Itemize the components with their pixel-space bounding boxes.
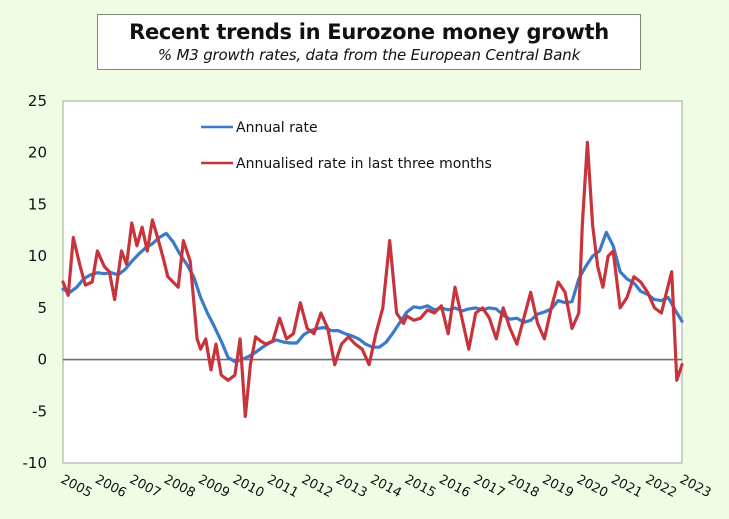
y-tick-label: -5 [32,402,47,420]
y-axis: 25 20 15 10 5 0 -5 -10 [23,92,48,472]
x-tick-label: 2006 [93,472,129,501]
x-tick-label: 2005 [58,472,94,501]
x-tick-label: 2012 [299,472,335,501]
series-group [61,140,684,419]
x-tick-label: 2014 [368,472,404,501]
y-tick-label: 15 [28,195,47,213]
x-tick-label: 2009 [196,472,232,501]
x-tick-label: 2018 [505,472,541,501]
y-tick-label: -10 [23,454,48,472]
x-tick-label: 2017 [471,472,507,501]
x-tick-label: 2010 [230,472,266,501]
y-tick-label: 0 [37,351,47,369]
series-line-annualised-3m-rate [61,140,684,419]
chart-subtitle: % M3 growth rates, data from the Europea… [157,46,581,64]
x-axis: 2005200620072008200920102011201220132014… [58,472,713,501]
legend-label: Annual rate [236,120,318,136]
y-tick-label: 25 [28,92,47,110]
x-tick-label: 2011 [264,472,300,501]
x-tick-label: 2016 [436,472,472,501]
legend-label: Annualised rate in last three months [236,156,492,172]
x-tick-label: 2022 [643,472,679,501]
x-tick-label: 2013 [333,472,369,501]
y-tick-label: 20 [28,144,47,162]
x-tick-label: 2020 [574,472,610,501]
y-tick-label: 5 [37,299,47,317]
x-tick-label: 2015 [402,472,438,501]
y-tick-label: 10 [28,247,47,265]
x-tick-label: 2019 [540,472,576,501]
x-tick-label: 2021 [608,472,644,501]
chart-title-box: Recent trends in Eurozone money growth %… [97,14,641,70]
x-tick-label: 2023 [677,472,713,501]
legend: Annual rate Annualised rate in last three… [201,120,492,172]
chart-title: Recent trends in Eurozone money growth [129,20,609,44]
x-tick-label: 2007 [127,472,163,501]
x-tick-label: 2008 [161,472,197,501]
